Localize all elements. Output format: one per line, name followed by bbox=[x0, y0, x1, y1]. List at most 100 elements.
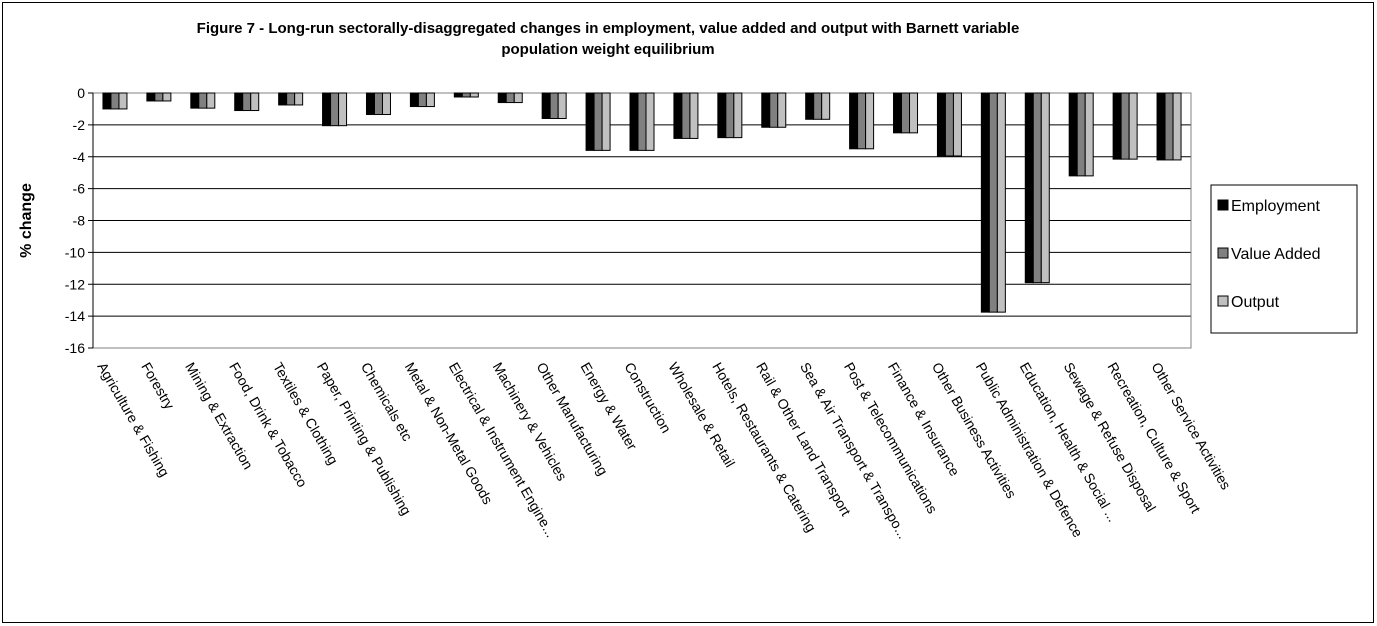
y-tick-label: -14 bbox=[65, 308, 85, 324]
chart-svg: Figure 7 - Long-run sectorally-disaggreg… bbox=[18, 20, 1358, 542]
bar-employment bbox=[805, 92, 815, 120]
bar-output bbox=[118, 92, 128, 110]
bar-value-added bbox=[505, 92, 515, 104]
bar-employment bbox=[541, 92, 551, 119]
bar-employment bbox=[849, 92, 859, 150]
x-tick-label: Food, Drink & Tobacco bbox=[226, 360, 311, 491]
legend-swatch bbox=[1217, 199, 1229, 211]
bar-value-added bbox=[110, 92, 120, 110]
bar-value-added bbox=[373, 92, 383, 116]
bar-employment bbox=[234, 92, 244, 112]
bar-output bbox=[557, 92, 567, 119]
bar-output bbox=[381, 92, 391, 116]
bar-output bbox=[1084, 92, 1094, 177]
bar-output bbox=[689, 92, 699, 139]
x-tick-label: Other Business Activities bbox=[929, 360, 1020, 501]
y-axis-label: % change bbox=[18, 183, 35, 258]
y-tick-label: -6 bbox=[73, 181, 86, 197]
bar-value-added bbox=[330, 92, 340, 127]
bar-employment bbox=[102, 92, 112, 110]
bar-value-added bbox=[286, 92, 296, 106]
bar-value-added bbox=[857, 92, 867, 150]
bar-employment bbox=[893, 92, 903, 134]
bar-employment bbox=[936, 92, 946, 157]
legend-label: Value Added bbox=[1231, 246, 1321, 263]
bar-employment bbox=[1156, 92, 1166, 161]
bar-output bbox=[338, 92, 348, 127]
bar-value-added bbox=[988, 92, 998, 313]
y-tick-label: -12 bbox=[65, 276, 85, 292]
bar-employment bbox=[278, 92, 288, 106]
bar-value-added bbox=[681, 92, 691, 139]
bar-employment bbox=[673, 92, 683, 139]
bar-employment bbox=[717, 92, 727, 139]
bar-value-added bbox=[637, 92, 647, 151]
bar-output bbox=[1172, 92, 1182, 161]
chart-title-line-1: Figure 7 - Long-run sectorally-disaggreg… bbox=[197, 20, 1020, 37]
legend-label: Output bbox=[1231, 294, 1280, 311]
bar-value-added bbox=[1164, 92, 1174, 161]
bar-value-added bbox=[769, 92, 779, 128]
bar-value-added bbox=[944, 92, 954, 157]
y-axis-ticks: 0 -2 -4 -6 -8 -10 -12 -14 -16 bbox=[65, 85, 93, 356]
bar-output bbox=[294, 92, 304, 106]
bar-value-added bbox=[1032, 92, 1042, 284]
bar-output bbox=[513, 92, 523, 104]
y-tick-label: -16 bbox=[65, 340, 85, 356]
bar-value-added bbox=[901, 92, 911, 134]
bar-output bbox=[909, 92, 919, 134]
bar-employment bbox=[1024, 92, 1034, 284]
bar-output bbox=[996, 92, 1006, 313]
y-tick-label: 0 bbox=[77, 85, 85, 101]
bar-output bbox=[865, 92, 875, 150]
bar-output bbox=[645, 92, 655, 151]
bar-value-added bbox=[154, 92, 164, 102]
bar-output bbox=[250, 92, 260, 112]
legend-swatch bbox=[1217, 295, 1229, 307]
bar-employment bbox=[453, 92, 463, 98]
bar-value-added bbox=[198, 92, 208, 109]
legend-swatch bbox=[1217, 247, 1229, 259]
legend: Employment Value Added Output bbox=[1210, 184, 1358, 334]
bar-value-added bbox=[725, 92, 735, 139]
x-tick-label: Forestry bbox=[138, 360, 178, 412]
bar-value-added bbox=[461, 92, 471, 98]
x-tick-label: Other Service Activities bbox=[1148, 360, 1234, 493]
bar-output bbox=[206, 92, 216, 109]
bar-output bbox=[1040, 92, 1050, 284]
bar-employment bbox=[761, 92, 771, 128]
bar-output bbox=[162, 92, 172, 102]
bar-output bbox=[601, 92, 611, 151]
bar-value-added bbox=[813, 92, 823, 120]
bars bbox=[102, 92, 1182, 313]
bar-output bbox=[777, 92, 787, 128]
bar-output bbox=[469, 92, 479, 98]
bar-value-added bbox=[593, 92, 603, 151]
y-tick-label: -10 bbox=[65, 244, 85, 260]
bar-output bbox=[821, 92, 831, 120]
bar-employment bbox=[629, 92, 639, 151]
bar-employment bbox=[322, 92, 332, 127]
bar-employment bbox=[190, 92, 200, 109]
bar-output bbox=[1128, 92, 1138, 160]
bar-employment bbox=[1112, 92, 1122, 160]
y-tick-label: -4 bbox=[73, 149, 86, 165]
bar-value-added bbox=[1120, 92, 1130, 160]
bar-employment bbox=[146, 92, 156, 102]
x-tick-label: Metal & Non-Metal Goods bbox=[402, 360, 496, 507]
bar-employment bbox=[980, 92, 990, 313]
bar-output bbox=[952, 92, 962, 157]
legend-label: Employment bbox=[1231, 198, 1320, 215]
chart-title-line-2: population weight equilibrium bbox=[501, 41, 714, 58]
bar-value-added bbox=[549, 92, 559, 119]
bar-value-added bbox=[417, 92, 427, 108]
bar-employment bbox=[1068, 92, 1078, 177]
bar-value-added bbox=[242, 92, 252, 112]
bar-employment bbox=[365, 92, 375, 116]
y-tick-label: -8 bbox=[73, 213, 86, 229]
y-tick-label: -2 bbox=[73, 117, 86, 133]
legend-box bbox=[1210, 184, 1358, 334]
bar-employment bbox=[585, 92, 595, 151]
